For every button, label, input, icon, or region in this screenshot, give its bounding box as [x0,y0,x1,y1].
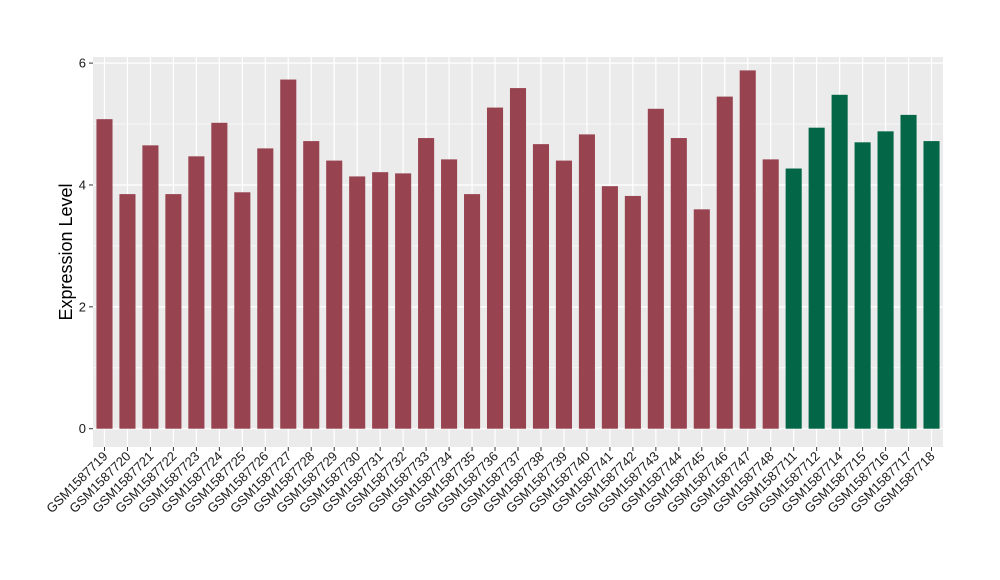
bar-GSM1587735 [464,194,481,429]
bar-GSM1587726 [257,148,274,429]
bar-GSM1587714 [831,94,848,429]
bar-GSM1587746 [716,96,733,429]
y-axis: 0 2 4 6 [79,56,93,436]
bar-GSM1587747 [739,70,756,429]
bar-GSM1587740 [578,134,595,429]
x-axis: GSM1587719GSM1587720GSM1587721GSM1587722… [43,447,938,516]
bar-GSM1587731 [372,172,389,429]
bar-GSM1587748 [762,159,779,429]
bar-GSM1587729 [326,160,343,429]
bar-GSM1587718 [923,141,940,429]
bar-GSM1587736 [486,107,504,429]
bar-GSM1587715 [854,142,871,429]
bars-layer [96,70,940,429]
bar-GSM1587745 [693,209,710,429]
y-tick-label: 2 [79,299,86,314]
bar-GSM1587719 [96,119,113,429]
y-tick-label: 0 [79,421,86,436]
bar-GSM1587741 [601,186,618,429]
bar-GSM1587716 [877,131,894,429]
bar-GSM1587728 [303,141,320,429]
bar-GSM1587733 [418,138,435,429]
bar-GSM1587721 [142,145,159,429]
bar-GSM1587742 [624,195,641,429]
bar-GSM1587738 [532,144,550,429]
bar-GSM1587743 [647,108,664,429]
bar-GSM1587723 [188,156,205,429]
bar-GSM1587737 [509,88,527,429]
bar-GSM1587717 [900,114,917,429]
y-tick-label: 4 [79,177,86,192]
y-tick-label: 6 [79,56,86,71]
bar-GSM1587744 [670,138,687,429]
bar-GSM1587720 [119,194,136,429]
bar-GSM1587734 [441,159,458,429]
bar-GSM1587725 [234,192,251,429]
bar-GSM1587724 [211,122,228,429]
bar-GSM1587711 [785,168,802,429]
y-axis-title: Expression Level [56,183,76,320]
bar-GSM1587739 [555,160,572,429]
bar-GSM1587727 [280,79,297,429]
bar-GSM1587712 [808,127,825,429]
bar-GSM1587722 [165,194,182,429]
bar-GSM1587730 [349,176,366,429]
bar-GSM1587732 [395,173,412,429]
